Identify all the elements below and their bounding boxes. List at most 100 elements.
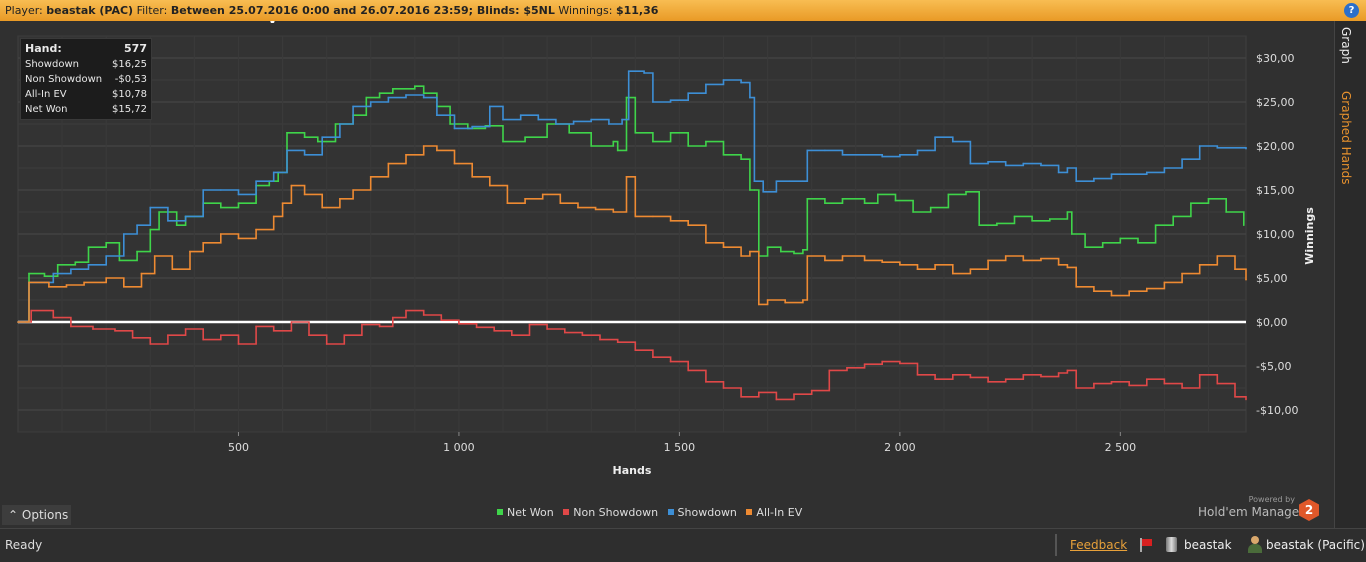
data-point xyxy=(436,114,438,116)
active-site-player[interactable]: beastak (Pacific) xyxy=(1266,538,1365,552)
data-point xyxy=(52,272,55,275)
player-avatar-icon[interactable] xyxy=(1248,536,1262,553)
data-point xyxy=(1057,264,1060,266)
data-point xyxy=(793,393,795,395)
data-point xyxy=(881,261,884,263)
data-point xyxy=(1110,294,1113,297)
legend-item-net-won[interactable]: Net Won xyxy=(497,506,554,519)
data-point xyxy=(123,286,125,288)
data-point xyxy=(272,171,275,174)
data-point xyxy=(1181,272,1183,275)
stats-label: Hand: xyxy=(25,42,62,55)
hm2-logo-icon: 2 xyxy=(1299,499,1319,521)
data-point xyxy=(303,154,306,156)
legend-item-allin-ev[interactable]: All-In EV xyxy=(746,506,802,519)
data-point xyxy=(286,149,288,152)
data-point xyxy=(339,123,341,125)
legend-item-showdown[interactable]: Showdown xyxy=(667,506,737,519)
legend-label: All-In EV xyxy=(756,506,803,519)
help-icon[interactable]: ? xyxy=(1344,3,1359,18)
data-point xyxy=(824,202,826,204)
data-point xyxy=(608,123,610,125)
data-point xyxy=(877,193,879,196)
flag-icon[interactable] xyxy=(1140,538,1152,552)
data-point xyxy=(502,118,504,121)
data-point xyxy=(1004,255,1007,257)
tab-graphed-hands[interactable]: Graphed Hands xyxy=(1339,91,1353,185)
tab-graph[interactable]: Graph xyxy=(1339,27,1353,64)
data-point xyxy=(453,127,456,130)
data-point xyxy=(255,325,257,328)
brand-logo: Powered by Hold'em Manager 2 xyxy=(1195,495,1325,525)
data-point xyxy=(1234,268,1236,270)
data-point xyxy=(405,94,407,96)
data-point xyxy=(475,326,478,329)
data-point xyxy=(202,189,204,191)
legend-item-non-showdown[interactable]: Non Showdown xyxy=(563,506,658,519)
data-point xyxy=(1040,164,1042,167)
data-point xyxy=(969,162,972,165)
data-point xyxy=(541,193,544,196)
data-point xyxy=(996,222,998,225)
data-point xyxy=(1075,180,1078,182)
data-point xyxy=(899,264,901,266)
data-point xyxy=(369,101,372,103)
data-point xyxy=(458,322,460,325)
stats-row-showdown: Showdown $16,25 xyxy=(25,57,147,72)
filter-label: Filter: xyxy=(136,4,168,17)
data-point xyxy=(947,193,950,196)
legend-label: Non Showdown xyxy=(573,506,659,519)
data-point xyxy=(1190,202,1192,204)
database-icon[interactable] xyxy=(1166,537,1177,552)
data-point xyxy=(158,211,160,213)
data-point xyxy=(1245,147,1247,150)
data-point xyxy=(511,334,513,337)
data-point xyxy=(339,198,341,200)
data-point xyxy=(987,161,989,163)
data-point xyxy=(1216,146,1219,149)
data-point xyxy=(220,189,222,191)
data-point xyxy=(705,242,707,244)
y-tick-label: $20,00 xyxy=(1256,140,1295,153)
data-point xyxy=(524,198,526,200)
data-point xyxy=(841,154,844,156)
data-point xyxy=(471,176,473,178)
data-point xyxy=(184,328,187,330)
data-point xyxy=(810,389,813,392)
data-point xyxy=(48,286,50,288)
hand-stats-tooltip: Hand: 577 Showdown $16,25 Non Showdown -$0,… xyxy=(20,38,152,120)
data-point xyxy=(599,338,601,341)
data-point xyxy=(749,250,751,253)
data-point xyxy=(1234,146,1236,149)
chart-legend: Net Won Non Showdown Showdown All-In EV xyxy=(497,506,808,519)
side-tab-strip: Graph Graphed Hands xyxy=(1334,21,1366,528)
data-point xyxy=(361,323,363,326)
data-point xyxy=(83,281,85,284)
data-point xyxy=(652,356,654,359)
data-point xyxy=(1242,224,1245,226)
data-point xyxy=(325,343,328,345)
data-point xyxy=(916,149,919,152)
data-point xyxy=(167,334,169,337)
data-point xyxy=(1198,264,1201,266)
data-point xyxy=(136,224,138,226)
legend-label: Net Won xyxy=(507,506,554,519)
data-point xyxy=(184,215,187,218)
data-point xyxy=(793,252,795,255)
x-axis-label: Hands xyxy=(613,464,652,477)
x-tick-label: 2 500 xyxy=(1105,441,1137,454)
feedback-link[interactable]: Feedback xyxy=(1070,538,1128,552)
active-player[interactable]: beastak xyxy=(1184,538,1232,552)
legend-swatch xyxy=(667,509,674,515)
data-point xyxy=(220,206,222,209)
data-point xyxy=(87,246,90,248)
series-line-all-in-ev xyxy=(18,145,1247,323)
data-point xyxy=(1040,375,1042,378)
data-point xyxy=(493,330,496,332)
data-point xyxy=(572,120,575,123)
data-point xyxy=(422,92,425,94)
data-point xyxy=(1216,382,1219,385)
options-toggle-button[interactable]: ⌃ Options xyxy=(2,505,71,525)
x-tick-label: 1 500 xyxy=(664,441,696,454)
data-point xyxy=(105,242,107,244)
